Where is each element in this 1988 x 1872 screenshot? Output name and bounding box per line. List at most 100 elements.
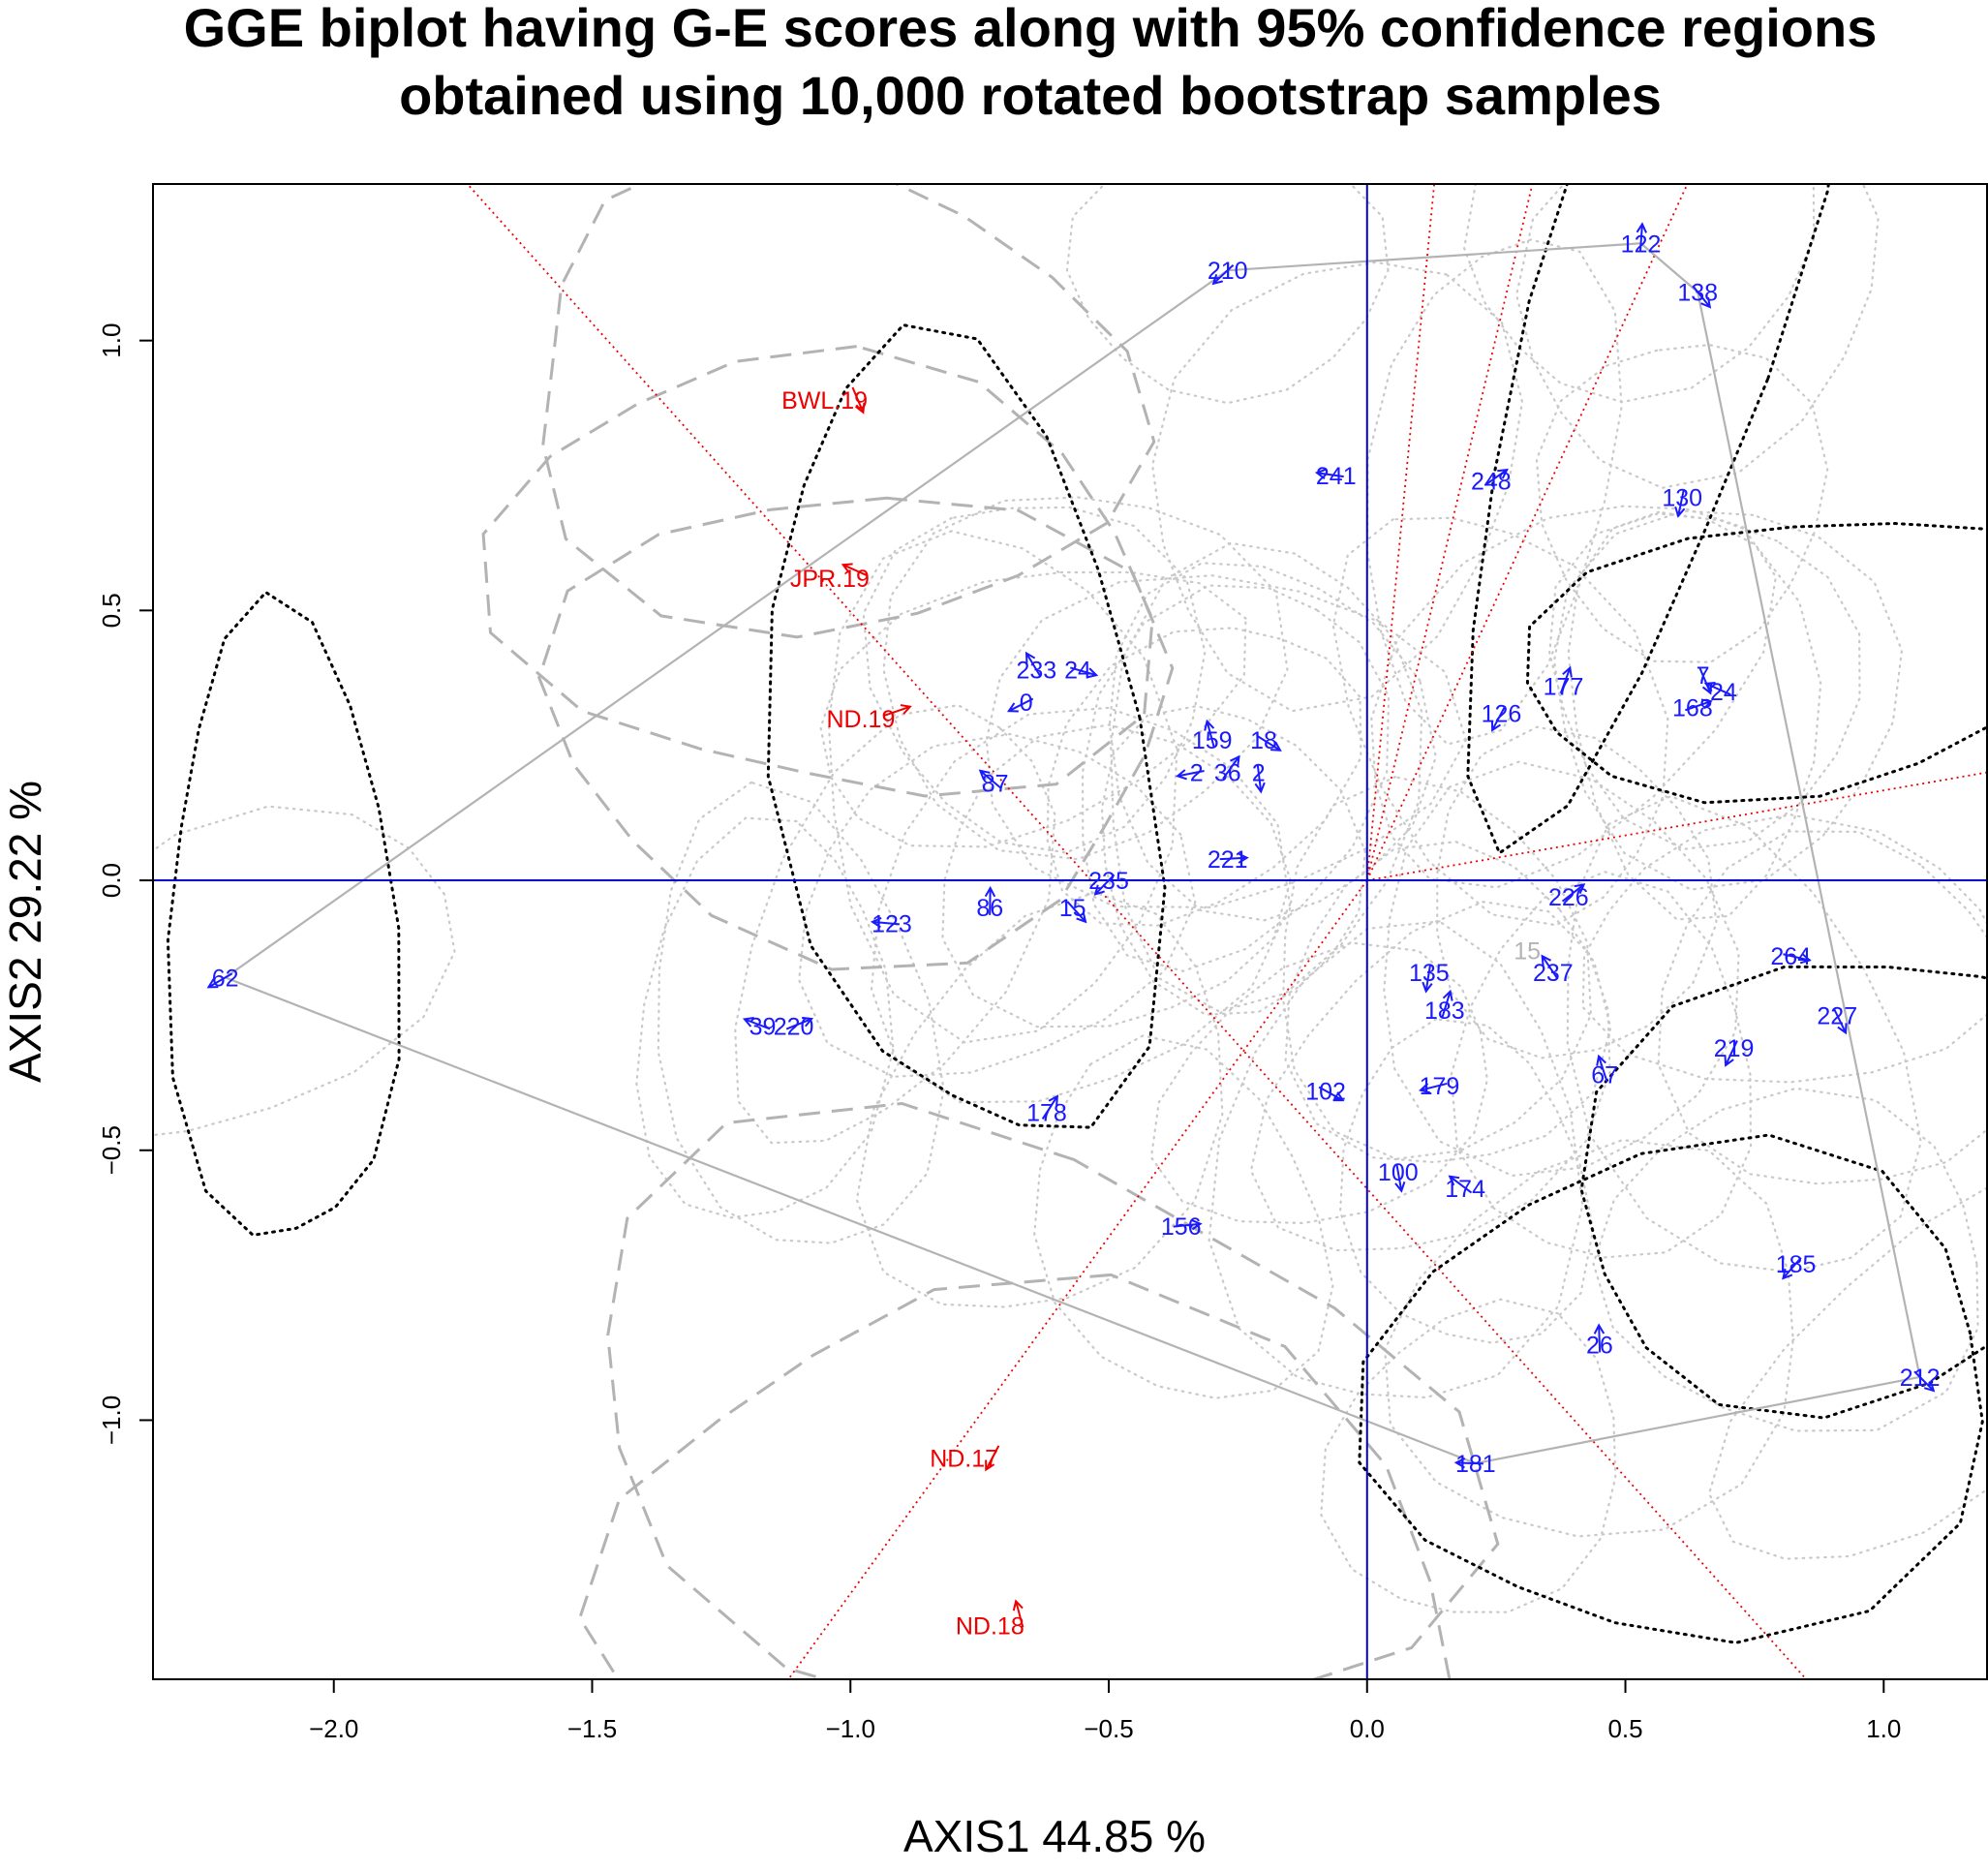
genotype-label-14: 159 [1192, 727, 1233, 754]
y-axis-ticks: −1.0 −0.5 0.0 0.5 1.0 [97, 323, 153, 1445]
y-axis-title: AXIS2 29.22 % [0, 781, 50, 1083]
genotype-label-12: 168 [1672, 695, 1713, 722]
genotype-label-0: 210 [1208, 258, 1248, 285]
genotype-arrow-27 [1541, 954, 1559, 979]
genotype-label-17: 36 [1214, 760, 1241, 787]
environment-label-1: JPR.19 [790, 566, 870, 593]
hull-polygon [223, 242, 1921, 1465]
region-ring-1 [766, 322, 1167, 1129]
region-genotype-2 [1514, 184, 1880, 489]
region-genotype-4 [1365, 238, 1623, 746]
region-genotype-13 [1331, 516, 1669, 927]
region-genotype-26 [1281, 776, 1593, 1160]
genotype-arrow-5 [1674, 489, 1686, 518]
genotype-label-30: 183 [1424, 997, 1465, 1025]
region-environment-0 [541, 184, 1156, 639]
genotype-arrow-29 [206, 972, 233, 989]
genotype-arrow-31 [1832, 1007, 1848, 1035]
genotype-arrow-14 [1204, 719, 1215, 749]
genotype-arrow-42 [1782, 1257, 1802, 1280]
region-genotype-20 [1100, 704, 1366, 1016]
genotype-arrow-21 [1093, 874, 1116, 896]
region-genotype-39 [1208, 920, 1584, 1399]
region-genotype-16 [1046, 627, 1362, 927]
genotype-label-38: 178 [1026, 1100, 1067, 1127]
region-genotype-6 [862, 506, 1207, 854]
genotype-arrow-9 [1559, 665, 1573, 694]
x-tick-label-4: 0.0 [1350, 1714, 1385, 1743]
genotype-arrow-26 [1422, 964, 1433, 994]
grey-label: 15 [1514, 938, 1541, 966]
genotype-arrow-28 [1783, 953, 1812, 965]
genotype-arrow-1 [1636, 222, 1648, 252]
region-environment-2 [537, 496, 1175, 971]
genotype-label-41: 156 [1161, 1213, 1202, 1241]
genotype-label-15: 18 [1250, 727, 1277, 754]
region-genotype-40 [1338, 1018, 1595, 1344]
region-genotype-1 [1462, 184, 1816, 404]
x-tick-label-0: −2.0 [309, 1714, 358, 1743]
y-tick-label-1: −0.5 [97, 1125, 126, 1175]
region-genotype-22 [798, 732, 1197, 1078]
genotype-label-33: 220 [774, 1014, 814, 1041]
genotype-label-32: 39 [749, 1014, 777, 1041]
x-tick-label-1: −1.5 [567, 1714, 617, 1743]
region-genotype-41 [1033, 1034, 1334, 1399]
genotype-label-31: 227 [1817, 1002, 1857, 1029]
genotype-arrow-18 [1254, 764, 1266, 794]
sector-line-3 [1365, 184, 1534, 881]
genotype-arrow-8 [1006, 697, 1034, 713]
genotype-label-35: 67 [1591, 1062, 1618, 1089]
genotype-arrow-35 [1596, 1054, 1608, 1083]
region-genotype-28 [1581, 813, 1987, 1084]
y-tick-label-2: 0.0 [97, 863, 126, 898]
genotype-arrow-38 [1041, 1094, 1059, 1120]
region-genotype-14 [985, 574, 1467, 909]
genotype-label-9: 177 [1544, 673, 1584, 700]
genotype-label-43: 26 [1586, 1332, 1613, 1359]
genotype-label-19: 87 [982, 771, 1009, 798]
genotype-label-5: 130 [1662, 484, 1702, 511]
genotype-arrow-23 [1066, 901, 1087, 924]
genotype-arrow-4 [1483, 468, 1509, 486]
region-genotype-34 [1566, 795, 1922, 1274]
plot-frame [152, 183, 1988, 1680]
genotype-label-22: 86 [976, 895, 1003, 922]
genotype-arrow-2 [1692, 285, 1712, 309]
genotype-arrow-6 [1025, 651, 1042, 678]
region-genotype-15 [1108, 562, 1437, 922]
genotype-label-20: 221 [1208, 846, 1248, 874]
environment-arrow-1 [841, 563, 869, 577]
region-environment-3 [606, 1101, 1500, 1679]
genotype-arrow-25 [1561, 883, 1586, 903]
region-genotype-0 [1065, 184, 1390, 405]
genotype-arrow-17 [1222, 754, 1240, 780]
environment-arrow-2 [884, 704, 912, 717]
region-genotype-17 [1081, 584, 1391, 972]
genotype-label-6: 233 [1016, 658, 1056, 685]
genotype-arrow-43 [1593, 1323, 1606, 1353]
genotype-arrow-39 [1394, 1163, 1406, 1193]
environment-arrow-0 [851, 386, 866, 414]
genotype-arrow-32 [742, 1017, 771, 1030]
x-axis-ticks: −2.0 −1.5 −1.0 −0.5 0.0 0.5 1.0 [309, 1679, 1901, 1743]
genotype-label-36: 102 [1305, 1078, 1346, 1105]
genotype-arrow-36 [1318, 1086, 1345, 1102]
genotype-label-28: 264 [1770, 943, 1811, 970]
region-genotype-7 [882, 496, 1289, 861]
genotype-label-11: 24 [1710, 679, 1737, 706]
region-genotype-33 [657, 781, 945, 1244]
genotype-arrow-13 [1490, 705, 1507, 732]
region-genotype-5 [1535, 343, 1829, 663]
sector-line-4 [1365, 184, 1436, 881]
x-tick-label-5: 0.5 [1607, 1714, 1642, 1743]
polygon-hull [223, 242, 1921, 1465]
environment-arrow-4 [1012, 1599, 1025, 1628]
genotype-label-3: 241 [1316, 463, 1357, 490]
x-tick-label-3: −0.5 [1084, 1714, 1133, 1743]
region-genotype-32 [635, 816, 895, 1219]
region-genotype-29 [153, 805, 456, 1137]
